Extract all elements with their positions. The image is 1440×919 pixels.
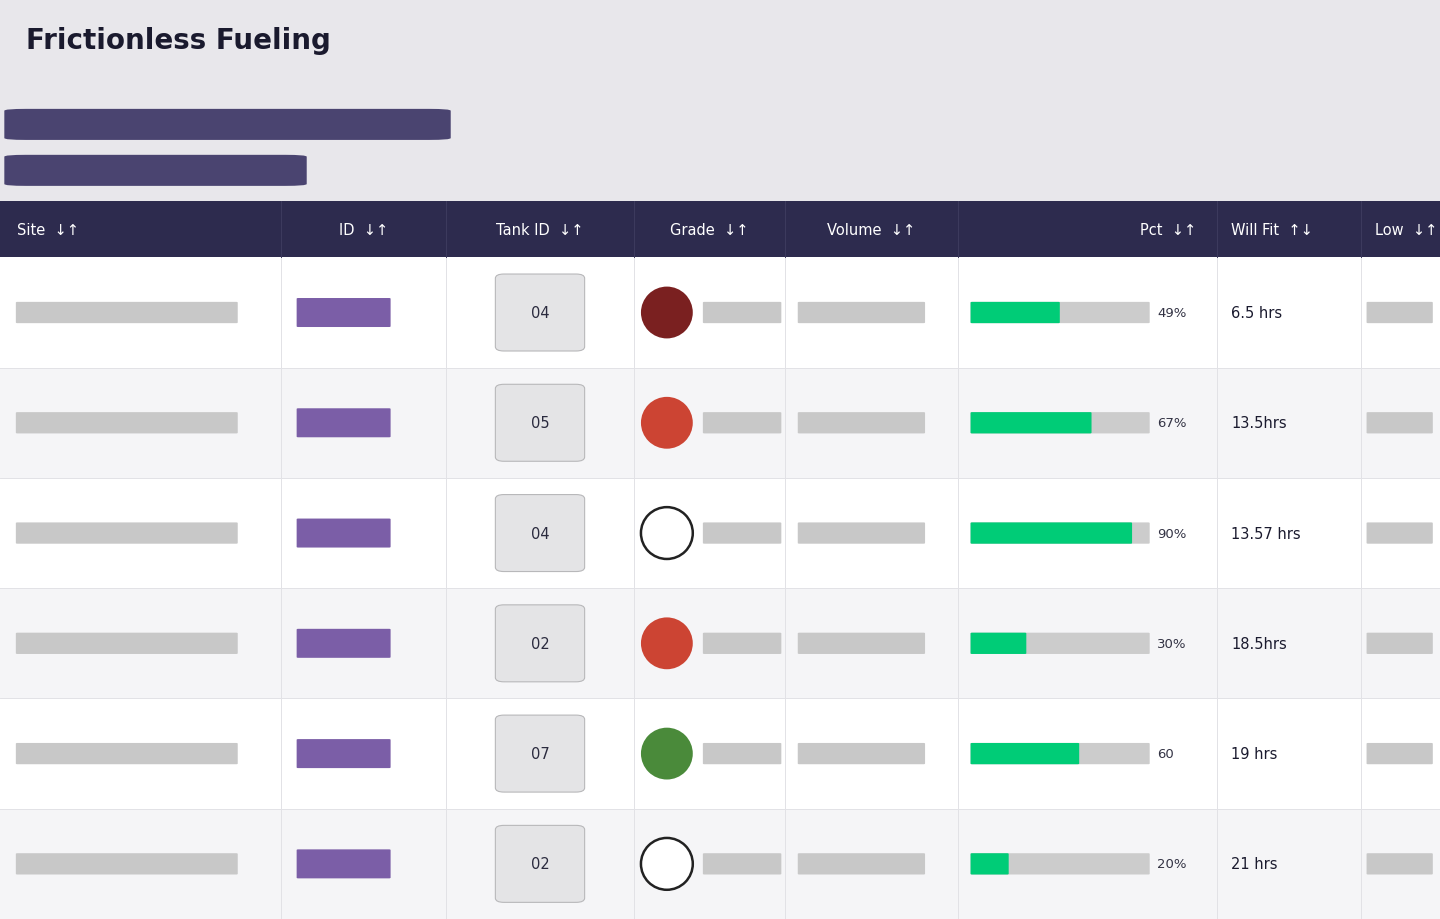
Text: Pct  ↓↑: Pct ↓↑ [1140, 222, 1197, 238]
FancyBboxPatch shape [971, 854, 1008, 875]
Text: 90%: 90% [1156, 527, 1187, 540]
Ellipse shape [641, 618, 693, 670]
FancyBboxPatch shape [495, 385, 585, 461]
FancyBboxPatch shape [703, 523, 782, 544]
Text: 13.57 hrs: 13.57 hrs [1231, 526, 1300, 541]
Text: Site  ↓↑: Site ↓↑ [17, 222, 79, 238]
FancyBboxPatch shape [703, 302, 782, 323]
Text: Low  ↓↑: Low ↓↑ [1375, 222, 1437, 238]
FancyBboxPatch shape [16, 743, 238, 765]
FancyBboxPatch shape [971, 302, 1060, 323]
FancyBboxPatch shape [798, 854, 924, 875]
Text: 04: 04 [531, 526, 549, 541]
Text: Grade  ↓↑: Grade ↓↑ [670, 222, 749, 238]
Ellipse shape [641, 838, 693, 890]
FancyBboxPatch shape [971, 633, 1149, 654]
FancyBboxPatch shape [703, 413, 782, 434]
Ellipse shape [641, 728, 693, 779]
FancyBboxPatch shape [971, 413, 1149, 434]
FancyBboxPatch shape [4, 109, 451, 141]
FancyBboxPatch shape [971, 633, 1027, 654]
Text: 18.5hrs: 18.5hrs [1231, 636, 1287, 652]
Text: 30%: 30% [1156, 637, 1187, 650]
Text: 60: 60 [1156, 747, 1174, 760]
FancyBboxPatch shape [495, 495, 585, 572]
FancyBboxPatch shape [798, 743, 924, 765]
Text: 02: 02 [530, 857, 550, 871]
FancyBboxPatch shape [1367, 633, 1433, 654]
FancyBboxPatch shape [1367, 302, 1433, 323]
FancyBboxPatch shape [16, 523, 238, 544]
FancyBboxPatch shape [1367, 523, 1433, 544]
FancyBboxPatch shape [971, 854, 1149, 875]
Ellipse shape [641, 397, 693, 449]
Text: 20%: 20% [1156, 857, 1187, 870]
FancyBboxPatch shape [297, 299, 390, 328]
FancyBboxPatch shape [971, 743, 1149, 765]
FancyBboxPatch shape [1367, 854, 1433, 875]
FancyBboxPatch shape [4, 155, 307, 187]
FancyBboxPatch shape [703, 854, 782, 875]
FancyBboxPatch shape [495, 275, 585, 352]
FancyBboxPatch shape [0, 698, 1440, 809]
FancyBboxPatch shape [798, 413, 924, 434]
Text: Tank ID  ↓↑: Tank ID ↓↑ [497, 222, 583, 238]
Text: 21 hrs: 21 hrs [1231, 857, 1277, 871]
FancyBboxPatch shape [798, 523, 924, 544]
Text: Will Fit  ↑↓: Will Fit ↑↓ [1231, 222, 1313, 238]
FancyBboxPatch shape [0, 258, 1440, 369]
Text: 19 hrs: 19 hrs [1231, 746, 1277, 761]
FancyBboxPatch shape [0, 809, 1440, 919]
FancyBboxPatch shape [297, 409, 390, 437]
FancyBboxPatch shape [971, 743, 1079, 765]
FancyBboxPatch shape [1367, 743, 1433, 765]
Text: 13.5hrs: 13.5hrs [1231, 415, 1287, 431]
FancyBboxPatch shape [16, 854, 238, 875]
Text: Frictionless Fueling: Frictionless Fueling [26, 27, 331, 54]
FancyBboxPatch shape [297, 739, 390, 768]
Text: 05: 05 [531, 415, 549, 431]
Ellipse shape [641, 288, 693, 339]
FancyBboxPatch shape [703, 633, 782, 654]
FancyBboxPatch shape [0, 369, 1440, 479]
Text: 49%: 49% [1156, 307, 1187, 320]
FancyBboxPatch shape [0, 202, 1440, 258]
FancyBboxPatch shape [1367, 413, 1433, 434]
Text: 67%: 67% [1156, 417, 1187, 430]
FancyBboxPatch shape [0, 479, 1440, 588]
FancyBboxPatch shape [495, 606, 585, 682]
FancyBboxPatch shape [0, 588, 1440, 698]
Text: Volume  ↓↑: Volume ↓↑ [827, 222, 916, 238]
FancyBboxPatch shape [297, 630, 390, 658]
FancyBboxPatch shape [495, 715, 585, 792]
FancyBboxPatch shape [971, 302, 1149, 323]
FancyBboxPatch shape [297, 519, 390, 548]
Text: ID  ↓↑: ID ↓↑ [338, 222, 389, 238]
FancyBboxPatch shape [297, 849, 390, 879]
Ellipse shape [641, 507, 693, 560]
FancyBboxPatch shape [971, 413, 1092, 434]
Text: 6.5 hrs: 6.5 hrs [1231, 306, 1283, 321]
FancyBboxPatch shape [798, 633, 924, 654]
Text: 07: 07 [530, 746, 550, 761]
FancyBboxPatch shape [971, 523, 1149, 544]
FancyBboxPatch shape [495, 825, 585, 902]
FancyBboxPatch shape [16, 302, 238, 323]
FancyBboxPatch shape [798, 302, 924, 323]
Text: 04: 04 [531, 306, 549, 321]
Text: 02: 02 [530, 636, 550, 652]
FancyBboxPatch shape [971, 523, 1132, 544]
FancyBboxPatch shape [16, 633, 238, 654]
FancyBboxPatch shape [703, 743, 782, 765]
FancyBboxPatch shape [16, 413, 238, 434]
